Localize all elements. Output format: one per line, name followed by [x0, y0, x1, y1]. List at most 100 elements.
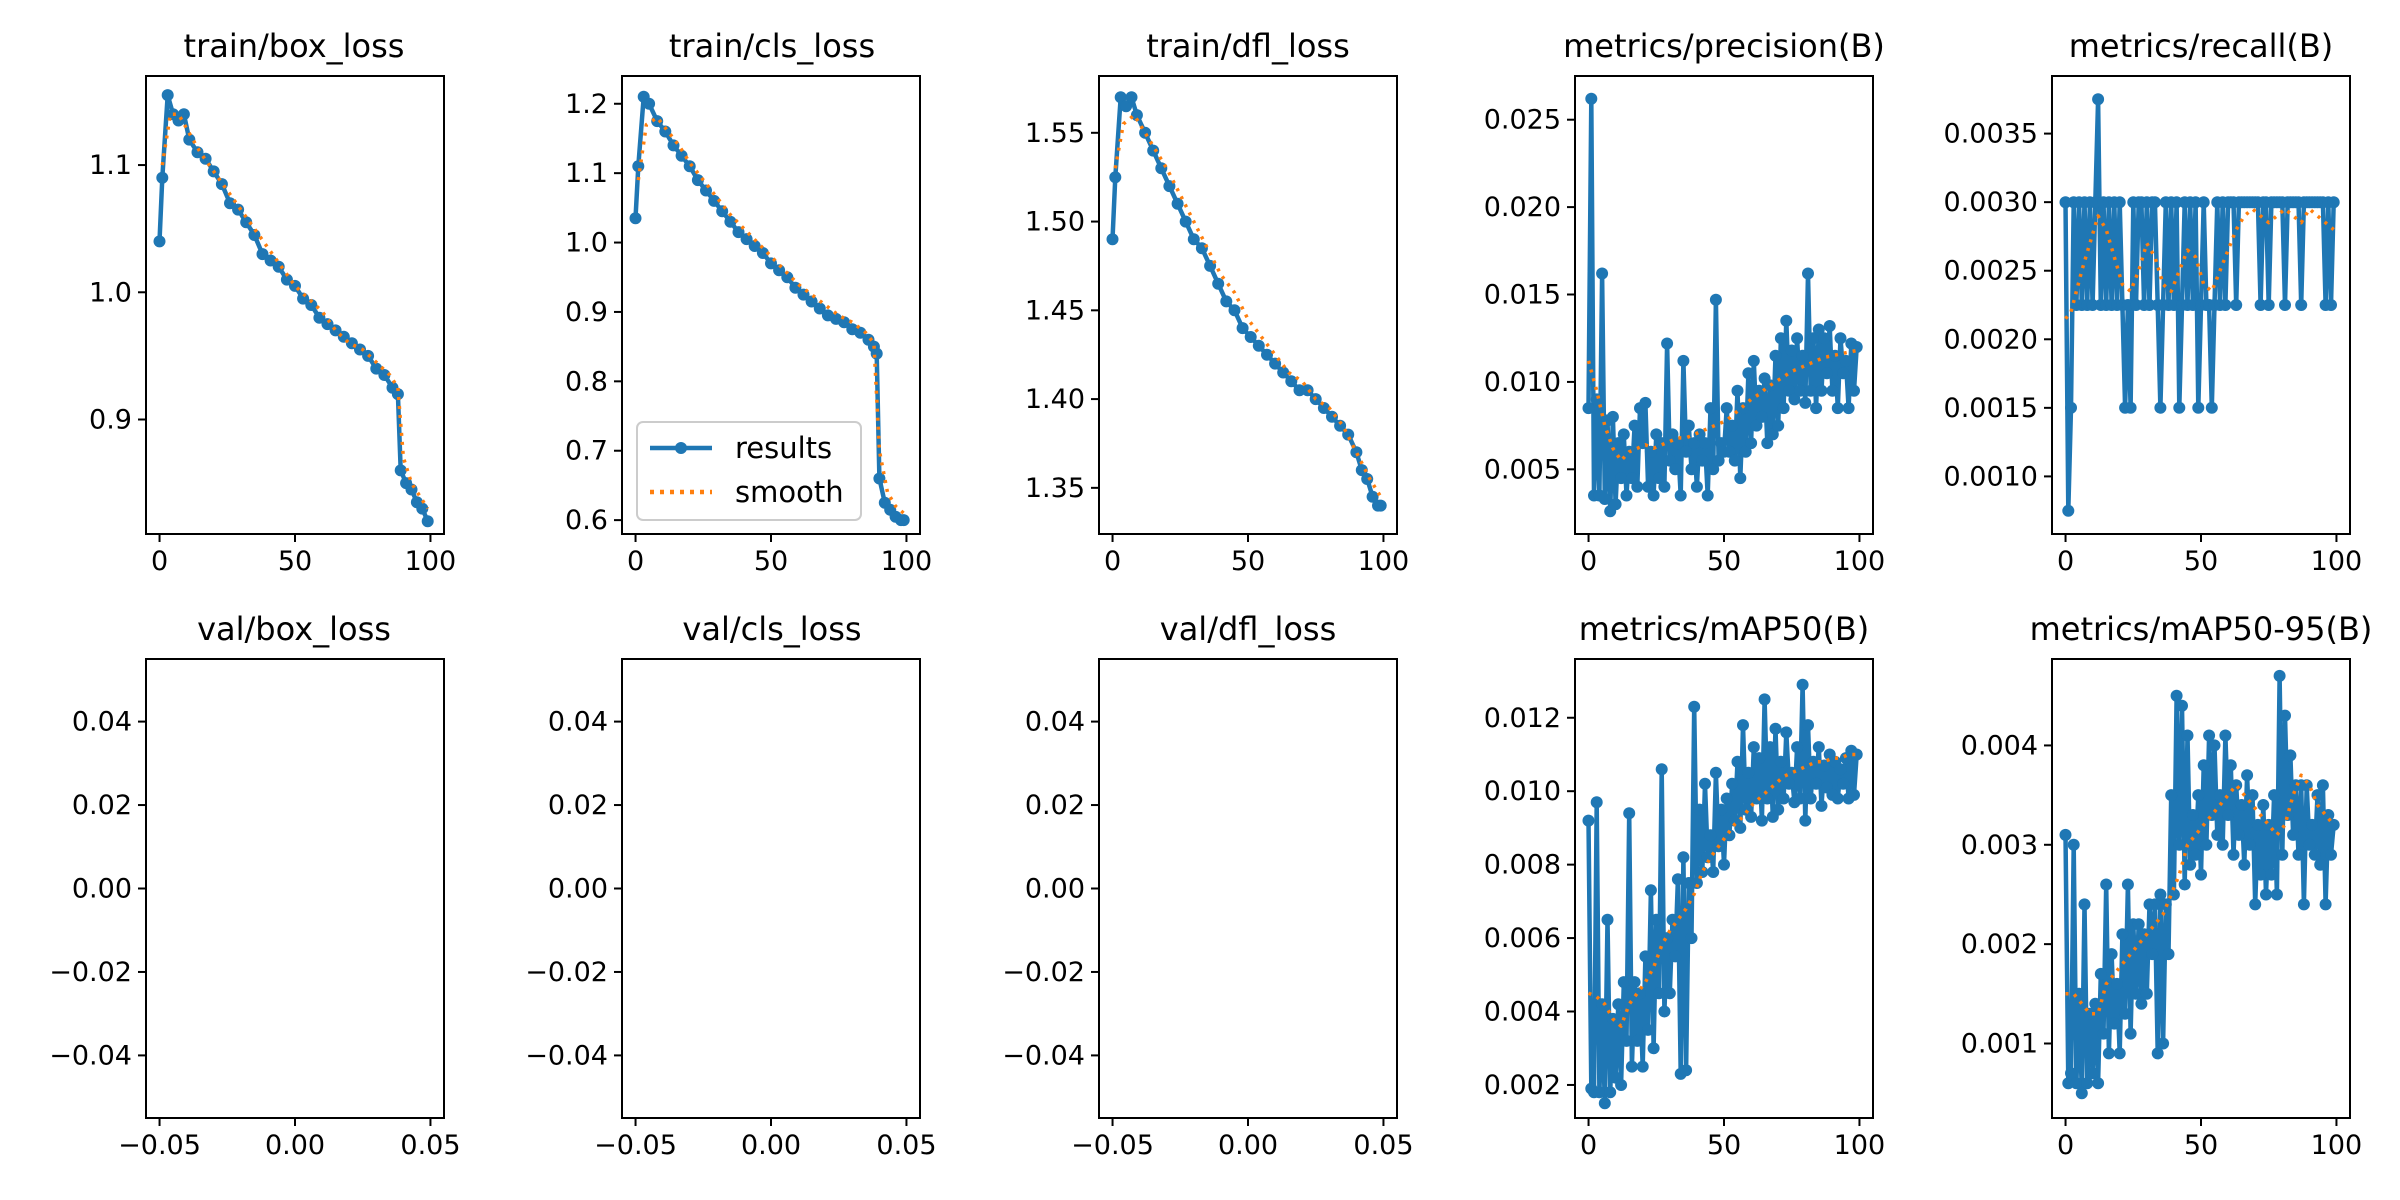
results-point — [2148, 898, 2161, 911]
results-point — [1696, 866, 1709, 878]
results-point — [2089, 997, 2102, 1010]
y-tick-label: −0.02 — [1002, 957, 1085, 988]
results-point — [1709, 766, 1722, 779]
y-tick-label: −0.02 — [49, 957, 132, 988]
results-point — [405, 483, 418, 496]
results-point — [629, 212, 642, 225]
results-point — [1785, 344, 1798, 357]
y-tick-label: 0.004 — [1484, 997, 1561, 1028]
results-point — [199, 152, 212, 165]
results-point — [2219, 729, 2232, 742]
results-point — [2105, 948, 2118, 961]
results-point — [2195, 868, 2207, 881]
results-point — [1609, 498, 1622, 511]
results-point — [2140, 987, 2153, 1000]
results-point — [1701, 851, 1714, 864]
results-point — [1350, 446, 1363, 459]
results-point — [683, 160, 696, 173]
results-point — [1761, 437, 1774, 450]
plot-title: train/cls_loss — [669, 27, 875, 65]
results-point — [1669, 950, 1682, 963]
results-point — [1244, 331, 1257, 343]
results-point — [1114, 91, 1127, 104]
results-point — [1658, 1005, 1671, 1018]
results-point — [1818, 332, 1831, 345]
results-point — [1690, 877, 1703, 889]
results-point — [1228, 304, 1241, 317]
results-point — [1699, 777, 1711, 790]
results-point — [394, 464, 407, 477]
results-point — [1677, 851, 1690, 864]
results-point — [1742, 766, 1755, 779]
results-point — [2132, 918, 2145, 931]
results-point — [1793, 792, 1806, 805]
results-point — [2265, 868, 2278, 881]
results-point — [1839, 354, 1852, 367]
results-point — [2113, 1047, 2126, 1060]
results-point — [2211, 828, 2224, 841]
results-point — [838, 316, 851, 329]
results-series-line — [2063, 673, 2336, 1096]
results-point — [1739, 445, 1752, 458]
results-point — [700, 184, 712, 197]
y-tick-label: 0.0030 — [1944, 187, 2038, 218]
results-point — [2186, 809, 2199, 821]
x-tick-label: −0.05 — [594, 1130, 677, 1161]
results-point — [2238, 858, 2251, 871]
x-tick-label: 100 — [1834, 546, 1886, 577]
results-point — [2197, 196, 2210, 209]
y-tick-label: 0.003 — [1961, 830, 2038, 861]
results-point — [1848, 788, 1860, 801]
results-point — [1715, 803, 1728, 816]
y-tick-label: 0.00 — [548, 874, 608, 905]
results-point — [156, 171, 169, 184]
results-point — [675, 149, 688, 162]
results-point — [1850, 748, 1863, 761]
results-point — [1850, 341, 1863, 353]
results-point — [1753, 752, 1766, 765]
results-point — [1671, 437, 1684, 450]
results-point — [1726, 777, 1739, 790]
results-point — [1688, 700, 1701, 713]
x-tick-label: 100 — [881, 546, 933, 577]
results-point — [1696, 454, 1709, 467]
smooth-series-line — [1113, 113, 1383, 498]
results-point — [873, 472, 886, 485]
results-point — [1147, 144, 1160, 157]
results-point — [1120, 100, 1133, 113]
legend-smooth-label: smooth — [735, 475, 844, 509]
smooth-series-line — [160, 112, 430, 510]
results-point — [1755, 410, 1768, 423]
subplot-train-box-loss: train/box_loss 0 50 100 0.9 1.0 1.1 — [89, 27, 456, 577]
results-point — [2065, 1067, 2077, 1080]
y-tick-label: 0.6 — [565, 505, 608, 536]
results-point — [1623, 807, 1636, 820]
results-point — [1750, 792, 1763, 805]
legend-results-label: results — [735, 431, 832, 465]
results-point — [1252, 339, 1265, 352]
results-point — [1810, 777, 1823, 790]
results-point — [2216, 838, 2229, 851]
results-point — [1693, 428, 1706, 441]
results-point — [2224, 759, 2237, 772]
subplot-recall: metrics/recall(B) 0 50 100 0.0010 0.0015 0.00… — [1944, 27, 2363, 577]
results-point — [1834, 763, 1847, 776]
results-point — [1590, 796, 1603, 809]
results-point — [1802, 267, 1814, 280]
results-point — [643, 97, 656, 110]
results-point — [1663, 454, 1676, 467]
results-point — [813, 302, 826, 315]
results-point — [1837, 777, 1850, 790]
results-point — [2086, 299, 2099, 311]
results-point — [1596, 267, 1609, 280]
results-point — [2287, 828, 2300, 841]
results-point — [1791, 741, 1804, 754]
results-point — [1796, 678, 1809, 691]
results-point — [2097, 1027, 2110, 1040]
legend: results smooth — [636, 421, 862, 521]
results-point — [280, 273, 293, 286]
results-point — [1615, 1079, 1628, 1091]
results-point — [1742, 367, 1755, 380]
results-point — [1818, 759, 1831, 772]
y-tick-label: 1.1 — [89, 150, 132, 181]
